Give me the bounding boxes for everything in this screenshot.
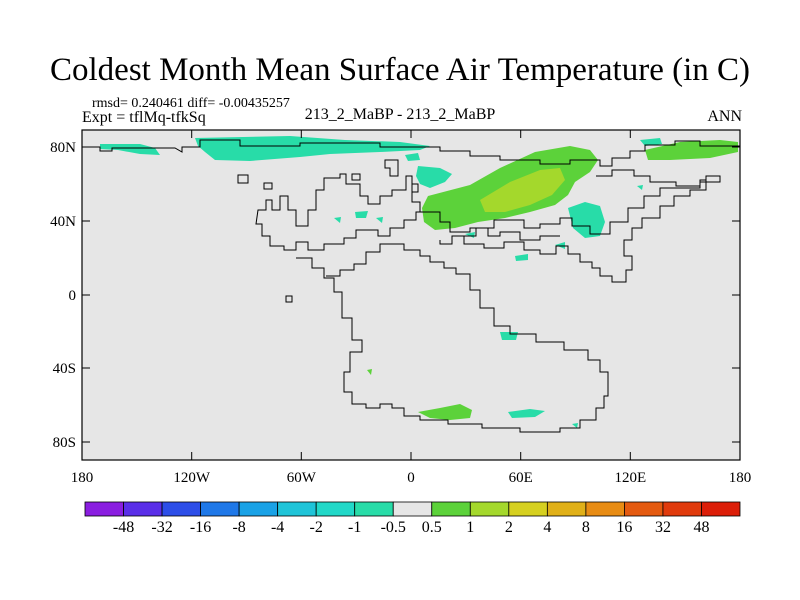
legend-swatch [546, 501, 587, 517]
legend-label: -2 [310, 519, 323, 536]
anomaly-siberia-teal [568, 202, 605, 238]
legend-swatch [161, 501, 201, 517]
legend-label: 8 [582, 519, 590, 536]
anomaly-arctic-small [405, 153, 420, 161]
anomaly-antarctic-teal [508, 409, 545, 418]
legend-label: -4 [271, 519, 284, 536]
anomaly-spot-9 [367, 369, 372, 375]
coastline-island-2 [263, 182, 273, 190]
legend-label: -0.5 [381, 519, 406, 536]
anomaly-antarctic-spot [572, 423, 578, 428]
plot-title: Coldest Month Mean Surface Air Temperatu… [50, 52, 750, 88]
legend-swatch [238, 501, 279, 517]
x-tick-label: 0 [407, 470, 415, 486]
legend-swatch [84, 501, 124, 517]
legend-label: 1 [466, 519, 474, 536]
legend-label: 48 [693, 519, 709, 536]
x-tick-label: 120E [614, 470, 646, 486]
legend-label: -48 [113, 519, 134, 536]
coastline [82, 139, 740, 433]
y-tick-label: 80S [53, 435, 76, 451]
legend-label: -16 [190, 519, 211, 536]
anomaly-arctic-west [100, 144, 160, 155]
legend-label: 16 [616, 519, 632, 536]
legend-swatch [200, 501, 240, 517]
coastline-island-5 [285, 295, 293, 303]
anomaly-spot-2 [355, 211, 368, 218]
legend-swatch [431, 501, 471, 517]
anomaly-spot-1 [334, 217, 341, 223]
anomaly-arctic-east-teal [640, 138, 662, 146]
legend-label: -32 [151, 519, 172, 536]
coastline-island-1 [237, 174, 249, 184]
legend-swatch [392, 501, 433, 517]
experiment-line: Expt = tflMq-tfkSq [82, 109, 206, 126]
color-legend: -48 -32 -16 -8 -4 -2 -1 -0.5 0.5 1 2 4 8 16 32 48 [84, 501, 741, 536]
legend-label: 4 [543, 519, 551, 536]
x-tick-label: 180 [729, 470, 752, 486]
legend-label: 32 [655, 519, 671, 536]
coastline-north-america [255, 173, 421, 251]
legend-swatch [123, 501, 163, 517]
stats-line: rmsd= 0.240461 diff= -0.00435257 [92, 96, 290, 111]
x-tick-label: 120W [173, 470, 211, 486]
legend-swatch [624, 501, 664, 517]
coastline-eurasia [420, 175, 721, 283]
map-background [82, 130, 740, 460]
anomaly-shading [100, 136, 738, 428]
legend-swatch [277, 501, 317, 517]
legend-label: -8 [232, 519, 245, 536]
x-tick-label: 60E [509, 470, 533, 486]
anomaly-greenland-east [416, 166, 452, 188]
y-tick-label: 40S [53, 361, 76, 377]
legend-swatch [585, 501, 625, 517]
y-tick-label: 80N [50, 140, 76, 156]
anomaly-arctic-strip [195, 136, 430, 161]
y-tick-label: 0 [69, 288, 77, 304]
center-label: 213_2_MaBP - 213_2_MaBP [304, 106, 496, 123]
x-tick-label: 60W [287, 470, 317, 486]
legend-label: -1 [348, 519, 361, 536]
coastline-inland-sea [464, 227, 560, 241]
coastline-arctic-north [82, 139, 740, 167]
map-axes: 80N 40N 0 40S 80S 180 120W 60W 0 60E 120E 180 [50, 130, 751, 486]
coastline-island-3 [351, 173, 361, 181]
coastline-asia-north [596, 169, 706, 187]
anomaly-eurasia-core [480, 168, 565, 212]
coastline-greenland [384, 159, 399, 177]
x-tick-label: 180 [71, 470, 94, 486]
anomaly-spot-3 [376, 217, 383, 223]
legend-swatch [662, 501, 702, 517]
legend-label: 2 [505, 519, 513, 536]
anomaly-antarctic [418, 404, 472, 420]
legend-label: 0.5 [422, 519, 442, 536]
legend-swatch [354, 501, 394, 517]
season-label: ANN [707, 108, 742, 125]
anomaly-spot-4 [515, 254, 528, 261]
legend-swatch [508, 501, 548, 517]
legend-swatch [469, 501, 510, 517]
y-tick-label: 40N [50, 214, 76, 230]
anomaly-spot-7 [637, 185, 643, 190]
anomaly-spot-8 [500, 332, 518, 340]
coastline-america-south [296, 243, 609, 433]
legend-swatch [701, 501, 741, 517]
legend-swatch [315, 501, 356, 517]
